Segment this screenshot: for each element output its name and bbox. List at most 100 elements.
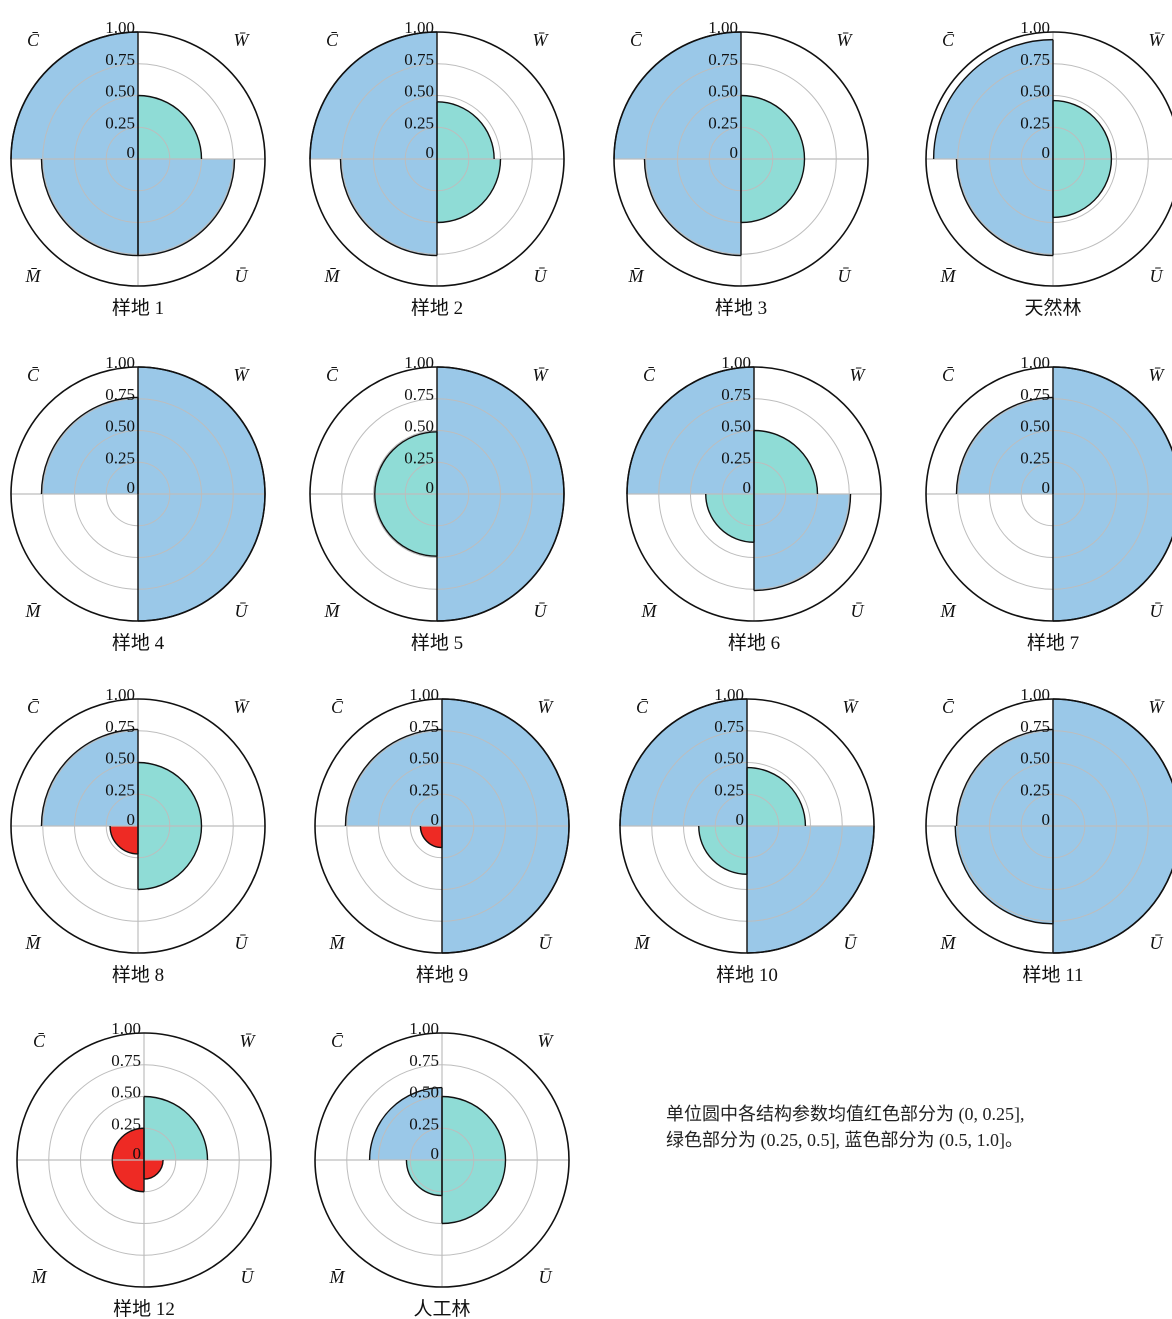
note-line-1: 单位圆中各结构参数均值红色部分为 (0, 0.25],	[666, 1104, 1025, 1124]
chart-title: 样地 8	[112, 964, 164, 986]
quadrant-label-m: M̄	[25, 933, 42, 953]
tick-label: 0.75	[409, 717, 439, 736]
chart-title: 样地 4	[112, 632, 165, 654]
sector-M-outline	[419, 825, 443, 849]
sector-W-outline	[137, 94, 203, 160]
polar-chart-3: 1.00 0.75 0.50 0.25 0 C̄ W̄ M̄ Ū 样地 3	[613, 18, 869, 319]
polar-chart-1: 1.00 0.75 0.50 0.25 0 C̄ W̄ M̄ Ū 样地 1	[10, 18, 266, 319]
sector-M-bar	[340, 159, 437, 256]
sector-U-bar	[144, 1160, 164, 1180]
sector-W-outline	[753, 429, 819, 495]
chart-title: 样地 9	[416, 964, 468, 986]
sector-W-outline	[436, 101, 495, 160]
sector-M-bar	[420, 826, 442, 848]
quadrant-label-w: W̄	[1149, 697, 1166, 717]
quadrant-label-w: W̄	[533, 30, 550, 50]
tick-label: 0.25	[105, 448, 135, 467]
tick-label: 0.25	[721, 448, 751, 467]
tick-label: 1.00	[404, 353, 434, 372]
quadrant-label-c: C̄	[33, 1031, 46, 1051]
quadrant-label-m: M̄	[940, 266, 957, 286]
quadrant-label-w: W̄	[538, 697, 555, 717]
sector-U-outline	[137, 825, 203, 891]
quadrant-label-m: M̄	[634, 933, 651, 953]
quadrant-label-c: C̄	[636, 697, 649, 717]
tick-label: 0	[1042, 810, 1051, 829]
quadrant-label-c: C̄	[27, 30, 40, 50]
tick-label: 0	[431, 1144, 440, 1163]
sector-W-outline	[143, 1095, 209, 1161]
tick-label: 0	[426, 143, 435, 162]
sector-W-outline	[1052, 99, 1113, 160]
chart-title: 样地 1	[112, 297, 164, 319]
quadrant-label-u: Ū	[235, 933, 249, 953]
tick-label: 0.75	[714, 717, 744, 736]
sector-M-bar	[644, 159, 741, 256]
sector-M-outline	[954, 825, 1054, 925]
quadrant-label-w: W̄	[240, 1031, 257, 1051]
tick-label: 1.00	[105, 353, 135, 372]
sector-C-outline	[955, 728, 1054, 827]
polar-chart-11: 1.00 0.75 0.50 0.25 0 C̄ W̄ M̄ Ū 样地 10	[619, 685, 875, 986]
tick-label: 0	[1042, 478, 1051, 497]
tick-label: 0	[127, 810, 136, 829]
sector-U-bar	[1053, 826, 1172, 953]
outer-ring	[925, 31, 1172, 287]
sector-W-bar	[144, 1096, 208, 1160]
outer-ring	[314, 698, 570, 954]
polar-chart-12: 1.00 0.75 0.50 0.25 0 C̄ W̄ M̄ Ū 样地 11	[925, 685, 1172, 986]
quadrant-label-u: Ū	[838, 266, 852, 286]
sector-C-outline	[955, 396, 1054, 495]
tick-label: 0.75	[105, 50, 135, 69]
sector-C-outline	[40, 728, 139, 827]
chart-title: 样地 2	[411, 297, 463, 319]
sector-U-bar	[437, 494, 564, 621]
outer-ring	[619, 698, 875, 954]
quadrant-label-c: C̄	[630, 30, 643, 50]
sector-W-bar	[741, 95, 805, 159]
sector-U-bar	[138, 159, 235, 256]
polar-chart-5: 1.00 0.75 0.50 0.25 0 C̄ W̄ M̄ Ū 样地 4	[10, 353, 266, 654]
tick-label: 1.00	[409, 1019, 439, 1038]
sector-W-bar	[1053, 699, 1172, 826]
quadrant-label-w: W̄	[1149, 30, 1166, 50]
quadrant-label-u: Ū	[235, 601, 249, 621]
tick-label: 0	[133, 1144, 142, 1163]
sector-U-outline	[753, 493, 852, 592]
sector-M-bar	[698, 826, 747, 875]
sector-M-outline	[698, 825, 748, 875]
sector-U-bar	[1053, 159, 1112, 218]
quadrant-label-u: Ū	[851, 601, 865, 621]
chart-title: 样地 11	[1022, 964, 1083, 986]
tick-label: 0.75	[105, 385, 135, 404]
sector-C-bar	[41, 729, 139, 826]
sector-M-outline	[109, 825, 139, 855]
sector-C-bar	[627, 367, 754, 494]
sector-U-outline	[137, 158, 236, 257]
quadrant-label-m: M̄	[940, 601, 957, 621]
sector-U-outline	[143, 1159, 164, 1180]
quadrant-label-w: W̄	[538, 1031, 555, 1051]
sector-U-bar	[1053, 494, 1172, 621]
sector-U-outline	[1052, 158, 1113, 219]
tick-label: 0	[127, 478, 136, 497]
sector-U-outline	[436, 158, 502, 224]
tick-label: 0.75	[404, 385, 434, 404]
sector-U-bar	[437, 159, 501, 223]
sector-W-bar	[138, 95, 202, 159]
sector-W-bar	[437, 101, 495, 159]
sector-C-bar	[374, 431, 437, 494]
note-line-2: 绿色部分为 (0.25, 0.5], 蓝色部分为 (0.5, 1.0]。	[666, 1130, 1023, 1150]
tick-label: 1.00	[721, 353, 751, 372]
sector-M-outline	[643, 158, 742, 257]
quadrant-label-m: M̄	[25, 266, 42, 286]
sector-W-outline	[137, 761, 203, 827]
tick-label: 0.25	[1020, 780, 1050, 799]
tick-label: 0.25	[1020, 113, 1050, 132]
sector-M-bar	[705, 494, 754, 543]
tick-label: 0.50	[1020, 417, 1050, 436]
outer-ring	[309, 366, 565, 622]
sector-M-bar	[41, 159, 139, 256]
outer-ring	[925, 366, 1172, 622]
tick-label: 0.25	[105, 780, 135, 799]
